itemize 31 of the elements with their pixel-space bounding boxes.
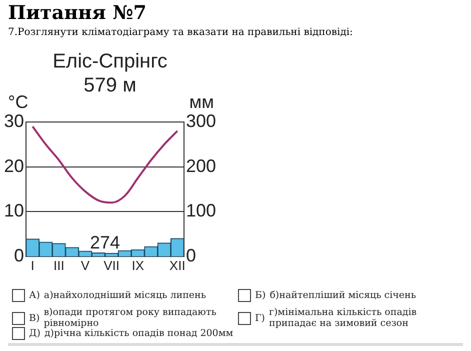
y-tick-label: 10 [4, 200, 24, 221]
chart-title: Еліс-Спрінгс [52, 50, 168, 73]
chart-subtitle: 579 м [84, 74, 136, 97]
text: Д) [29, 328, 40, 339]
text: Б) [255, 290, 266, 301]
text: д)річна кількість опадів понад 200мм [44, 328, 234, 339]
y-tick-label: 30 [4, 110, 24, 131]
y2-tick-label: 0 [186, 245, 196, 266]
x-tick-label: VII [104, 258, 120, 273]
y-tick-label: 20 [4, 156, 24, 176]
y-axis-title: °C [8, 92, 28, 112]
text: 7.Розглянути кліматодіаграму та вказати на правильні відповіді: [8, 27, 353, 38]
x-tick-label: XII [169, 258, 186, 273]
text: Г) [255, 312, 265, 324]
x-tick-label: I [30, 258, 34, 273]
y2-axis-title: мм [189, 92, 214, 112]
annotation: 274 [90, 232, 120, 252]
y2-tick-label: 100 [186, 200, 216, 221]
y2-tick-label: 200 [186, 156, 216, 176]
x-tick-label: V [80, 258, 90, 273]
text: г)мінімальна кількість опадів припадає на зимовий сезон [269, 307, 418, 329]
line-series [32, 125, 178, 204]
text: В) [29, 312, 40, 324]
text: б)найтепліший місяць січень [270, 290, 416, 301]
text: Питання №7 [8, 2, 146, 24]
x-tick-label: III [54, 258, 64, 273]
text: а)найхолодніший місяць липень [44, 290, 206, 301]
y-tick-label: 0 [14, 245, 24, 266]
x-tick-label: IX [132, 258, 144, 273]
text: А) [29, 290, 40, 301]
y2-tick-label: 300 [186, 110, 216, 131]
